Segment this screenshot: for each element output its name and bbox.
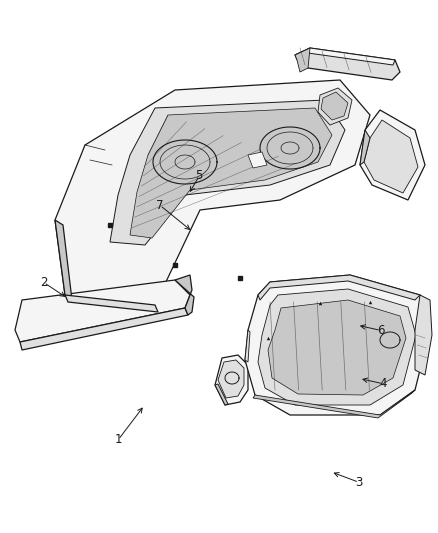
Text: 1: 1 [114, 433, 122, 446]
Polygon shape [130, 108, 332, 238]
Polygon shape [360, 130, 370, 165]
Text: 3: 3 [356, 476, 363, 489]
Polygon shape [253, 390, 415, 418]
Polygon shape [110, 100, 345, 245]
Polygon shape [360, 110, 425, 200]
Text: 4: 4 [379, 377, 387, 390]
Polygon shape [364, 120, 418, 193]
Polygon shape [318, 88, 352, 125]
Polygon shape [215, 355, 248, 405]
Text: 6: 6 [377, 324, 385, 337]
Polygon shape [268, 300, 406, 395]
Polygon shape [218, 360, 244, 398]
Polygon shape [215, 384, 228, 405]
Polygon shape [175, 275, 194, 315]
Polygon shape [258, 275, 420, 300]
Text: 7: 7 [156, 199, 164, 212]
Polygon shape [245, 330, 250, 362]
Polygon shape [65, 295, 158, 312]
Polygon shape [55, 220, 72, 300]
Polygon shape [245, 275, 430, 415]
Polygon shape [258, 289, 416, 405]
Polygon shape [55, 80, 370, 305]
Polygon shape [248, 152, 267, 168]
Polygon shape [295, 48, 395, 65]
Text: 5: 5 [196, 169, 203, 182]
Polygon shape [15, 280, 190, 342]
Polygon shape [20, 308, 188, 350]
Polygon shape [295, 48, 400, 80]
Polygon shape [295, 48, 310, 72]
Text: 2: 2 [40, 276, 48, 289]
Polygon shape [415, 295, 432, 375]
Polygon shape [321, 92, 348, 120]
